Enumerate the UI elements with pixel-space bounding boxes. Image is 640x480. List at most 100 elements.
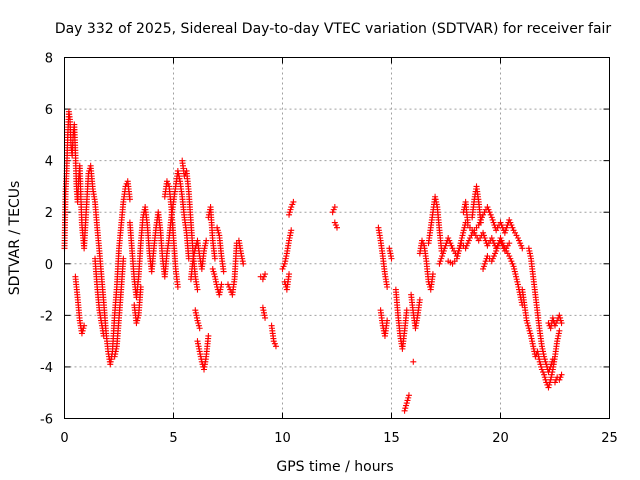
data-point [457,242,464,249]
x-tick-label: 25 [601,431,618,446]
data-point [260,273,267,280]
data-point [462,245,469,252]
data-point [446,237,453,244]
data-point [526,327,533,334]
x-tick-label: 15 [383,431,400,446]
data-point [513,276,520,283]
data-point [487,211,494,218]
data-point [519,245,526,252]
data-point [458,235,465,241]
data-point [165,180,172,187]
data-point [480,265,487,272]
chart-title: Day 332 of 2025, Sidereal Day-to-day VTE… [55,21,612,37]
data-point [405,392,412,399]
data-point [494,242,501,249]
y-tick-label: 8 [45,52,53,67]
data-point [289,201,296,208]
data-point [332,222,339,229]
data-point [546,381,553,388]
plot-frame [64,57,610,419]
y-axis-label: SDTVAR / TECUs [7,181,23,296]
data-point [461,224,468,231]
data-point [516,237,523,244]
data-point [331,204,338,211]
data-point [272,343,279,350]
data-point [331,219,338,226]
data-point [81,322,88,329]
data-point [429,271,436,278]
data-point [549,314,556,321]
data-point [501,229,508,236]
data-point [506,240,513,247]
y-tick-labels: -6 -4 -2 0 2 4 6 8 [40,52,53,428]
data-point [558,371,565,378]
data-point [419,237,426,244]
data-point [416,296,423,303]
data-point [527,330,534,337]
data-point [537,361,544,368]
data-point [488,258,495,265]
data-points [61,108,565,414]
data-point [489,237,496,244]
data-point [488,214,495,221]
x-tick-label: 5 [169,431,177,446]
x-tick-label: 20 [492,431,509,446]
data-point [541,353,548,360]
data-point [240,260,247,267]
data-point [503,224,510,231]
data-point [437,258,444,265]
data-point [134,314,141,321]
data-point [481,260,488,267]
data-point [384,283,391,290]
data-point [403,402,410,409]
data-point [541,374,548,381]
data-point [286,271,293,278]
data-point [538,366,545,373]
data-point [215,229,222,236]
data-point [288,227,295,234]
data-point [280,263,287,270]
data-point [403,307,410,314]
data-point [442,242,449,249]
data-point [547,363,554,370]
data-point [384,317,391,324]
data-point [401,407,408,414]
data-point [262,271,269,278]
data-point [405,394,412,401]
data-point [499,240,506,247]
data-point [509,260,516,267]
data-point [557,374,564,381]
data-point [506,253,513,260]
data-point [523,317,530,324]
data-point [546,379,553,386]
data-point [210,268,217,275]
data-point [514,278,521,285]
data-point [540,369,547,376]
data-point [514,235,521,241]
data-point [506,216,513,223]
y-tick-label: 0 [45,258,53,273]
data-point [511,268,518,275]
data-point [290,198,297,205]
y-tick-label: -6 [40,413,53,428]
data-point [445,235,452,241]
data-point [454,253,461,260]
data-point [163,178,170,185]
data-point [388,255,395,262]
data-point [492,250,499,257]
data-point [541,356,548,363]
data-point [403,400,410,407]
data-point [542,376,549,383]
data-point [511,265,518,272]
data-point [509,224,516,231]
data-point [502,227,509,234]
x-tick-label: 10 [274,431,291,446]
data-point [465,237,472,244]
data-point [510,263,517,270]
data-point [484,204,491,211]
data-point [402,405,409,412]
data-point [493,247,500,254]
data-point [211,255,218,262]
y-tick-label: -4 [40,361,53,376]
